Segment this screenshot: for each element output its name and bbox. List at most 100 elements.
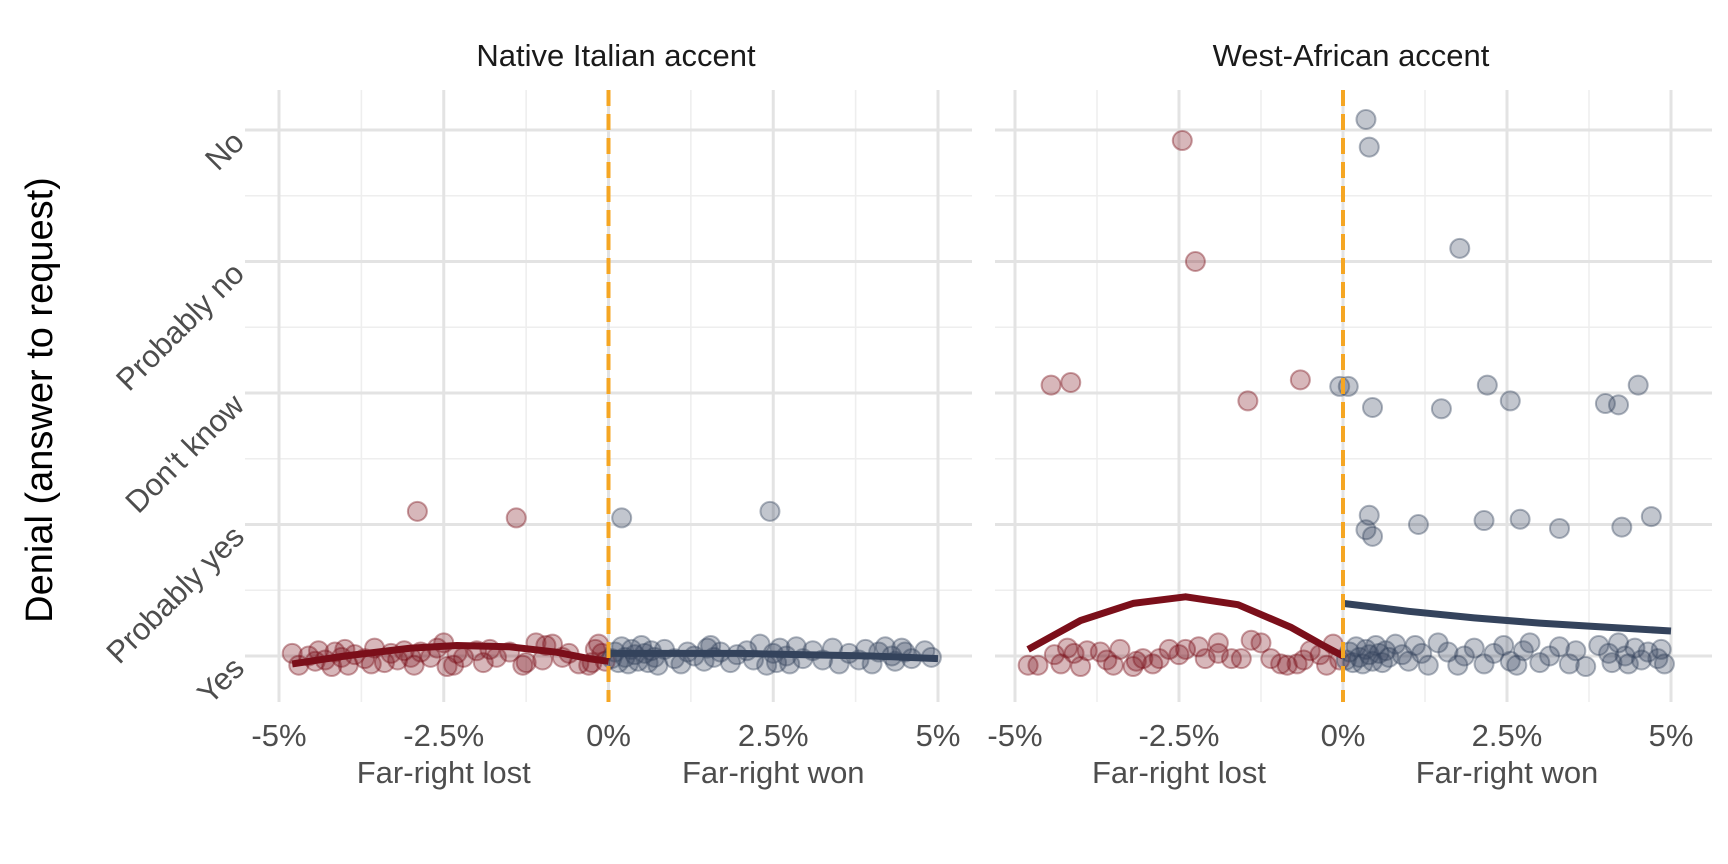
data-points bbox=[1017, 108, 1675, 678]
y-tick-label: No bbox=[198, 124, 251, 177]
data-point-won bbox=[1617, 653, 1639, 675]
data-point-won bbox=[1594, 393, 1616, 415]
data-point-lost bbox=[1158, 638, 1180, 660]
panel-west-african-accent: West-African accent -5% -2.5% 0% 2.5% 5% Far-… bbox=[987, 38, 1712, 790]
x-tick-label: 2.5% bbox=[1472, 718, 1543, 753]
x-tick-label: -5% bbox=[987, 718, 1042, 753]
data-point-won bbox=[1473, 653, 1495, 675]
data-point-won bbox=[1647, 648, 1669, 670]
data-point-won bbox=[1358, 644, 1380, 666]
data-point-lost bbox=[436, 656, 458, 678]
fit-line-won bbox=[1342, 599, 1672, 635]
data-point-lost bbox=[515, 652, 537, 674]
data-point-won bbox=[759, 500, 781, 522]
data-point-lost bbox=[1040, 374, 1062, 396]
data-point-won bbox=[1398, 650, 1420, 672]
data-point-lost bbox=[403, 654, 425, 676]
y-tick-label: Yes bbox=[190, 650, 251, 711]
data-point-won bbox=[1378, 646, 1400, 668]
data-point-lost bbox=[406, 500, 428, 522]
data-point-won bbox=[1601, 652, 1623, 674]
data-point-won bbox=[1529, 652, 1551, 674]
data-point-won bbox=[1391, 644, 1413, 666]
data-point-lost bbox=[1207, 632, 1229, 654]
data-point-lost bbox=[505, 507, 527, 529]
data-point-won bbox=[1558, 653, 1580, 675]
fit-line-lost bbox=[291, 642, 609, 668]
data-point-won bbox=[1637, 641, 1659, 663]
data-point-won bbox=[1362, 525, 1384, 547]
panel-title: Native Italian accent bbox=[476, 38, 756, 73]
x-tick-label: 0% bbox=[586, 718, 631, 753]
data-point-won bbox=[1640, 506, 1662, 528]
data-point-won bbox=[1375, 640, 1397, 662]
data-point-won bbox=[1493, 634, 1515, 656]
data-point-lost bbox=[1050, 653, 1072, 675]
data-point-won bbox=[1614, 645, 1636, 667]
data-point-lost bbox=[1017, 654, 1039, 676]
data-point-lost bbox=[1056, 637, 1078, 659]
data-point-lost bbox=[1125, 650, 1147, 672]
y-axis-label: Denial (answer to request) bbox=[19, 177, 61, 623]
x-tick-label: -2.5% bbox=[1139, 718, 1220, 753]
data-point-lost bbox=[1175, 638, 1197, 660]
data-point-won bbox=[1371, 652, 1393, 674]
data-point-won bbox=[1355, 519, 1377, 541]
x-tick-label: -2.5% bbox=[403, 718, 484, 753]
data-point-won bbox=[1630, 649, 1652, 671]
data-point-lost bbox=[1207, 642, 1229, 664]
data-point-won bbox=[1411, 642, 1433, 664]
data-point-lost bbox=[1063, 642, 1085, 664]
data-point-lost bbox=[1286, 653, 1308, 675]
data-point-lost bbox=[1250, 632, 1272, 654]
panel-title: West-African accent bbox=[1213, 38, 1490, 73]
data-point-won bbox=[1449, 237, 1471, 259]
data-point-won bbox=[1499, 650, 1521, 672]
x-tick-label: -5% bbox=[251, 718, 306, 753]
data-point-lost bbox=[1184, 251, 1206, 272]
gridlines bbox=[245, 90, 972, 702]
data-point-won bbox=[1365, 634, 1387, 656]
panel-native-italian-accent: Native Italian accent -5% -2.5% 0% 2.5% 5% Fa… bbox=[245, 38, 972, 790]
data-point-lost bbox=[1194, 648, 1216, 670]
x-tick-label: 2.5% bbox=[738, 718, 809, 753]
data-point-won bbox=[1384, 633, 1406, 655]
data-point-won bbox=[1588, 634, 1610, 656]
data-point-won bbox=[1427, 632, 1449, 654]
data-point-won bbox=[1463, 637, 1485, 659]
data-point-won bbox=[1624, 637, 1646, 659]
data-point-won bbox=[1499, 390, 1521, 412]
data-point-won bbox=[1598, 642, 1620, 664]
data-point-lost bbox=[1027, 654, 1049, 676]
side-label: Far-right won bbox=[682, 755, 865, 790]
data-point-won bbox=[1355, 108, 1377, 130]
data-point-lost bbox=[1142, 653, 1164, 675]
data-point-won bbox=[1352, 653, 1374, 675]
data-point-lost bbox=[1171, 130, 1193, 152]
data-point-lost bbox=[1148, 648, 1170, 670]
y-tick-label: Probably yes bbox=[99, 519, 250, 670]
data-point-lost bbox=[1076, 640, 1098, 662]
data-point-won bbox=[1519, 632, 1541, 654]
data-point-lost bbox=[1316, 654, 1338, 676]
data-point-lost bbox=[1132, 648, 1154, 670]
data-point-won bbox=[611, 507, 633, 529]
data-point-won bbox=[1407, 514, 1429, 535]
data-point-won bbox=[1653, 653, 1675, 675]
data-point-lost bbox=[472, 652, 494, 674]
x-tick-label: 5% bbox=[916, 718, 961, 753]
data-point-lost bbox=[1089, 641, 1111, 663]
data-point-lost bbox=[1240, 629, 1262, 651]
data-point-won bbox=[1608, 632, 1630, 654]
data-point-lost bbox=[1230, 648, 1252, 670]
data-point-won bbox=[1355, 638, 1377, 660]
data-point-won bbox=[1565, 640, 1587, 662]
data-point-won bbox=[1476, 374, 1498, 396]
data-point-lost bbox=[1289, 369, 1311, 391]
data-point-lost bbox=[1220, 648, 1242, 670]
data-point-won bbox=[1512, 640, 1534, 662]
data-point-won bbox=[1483, 642, 1505, 664]
data-point-won bbox=[1608, 394, 1630, 416]
